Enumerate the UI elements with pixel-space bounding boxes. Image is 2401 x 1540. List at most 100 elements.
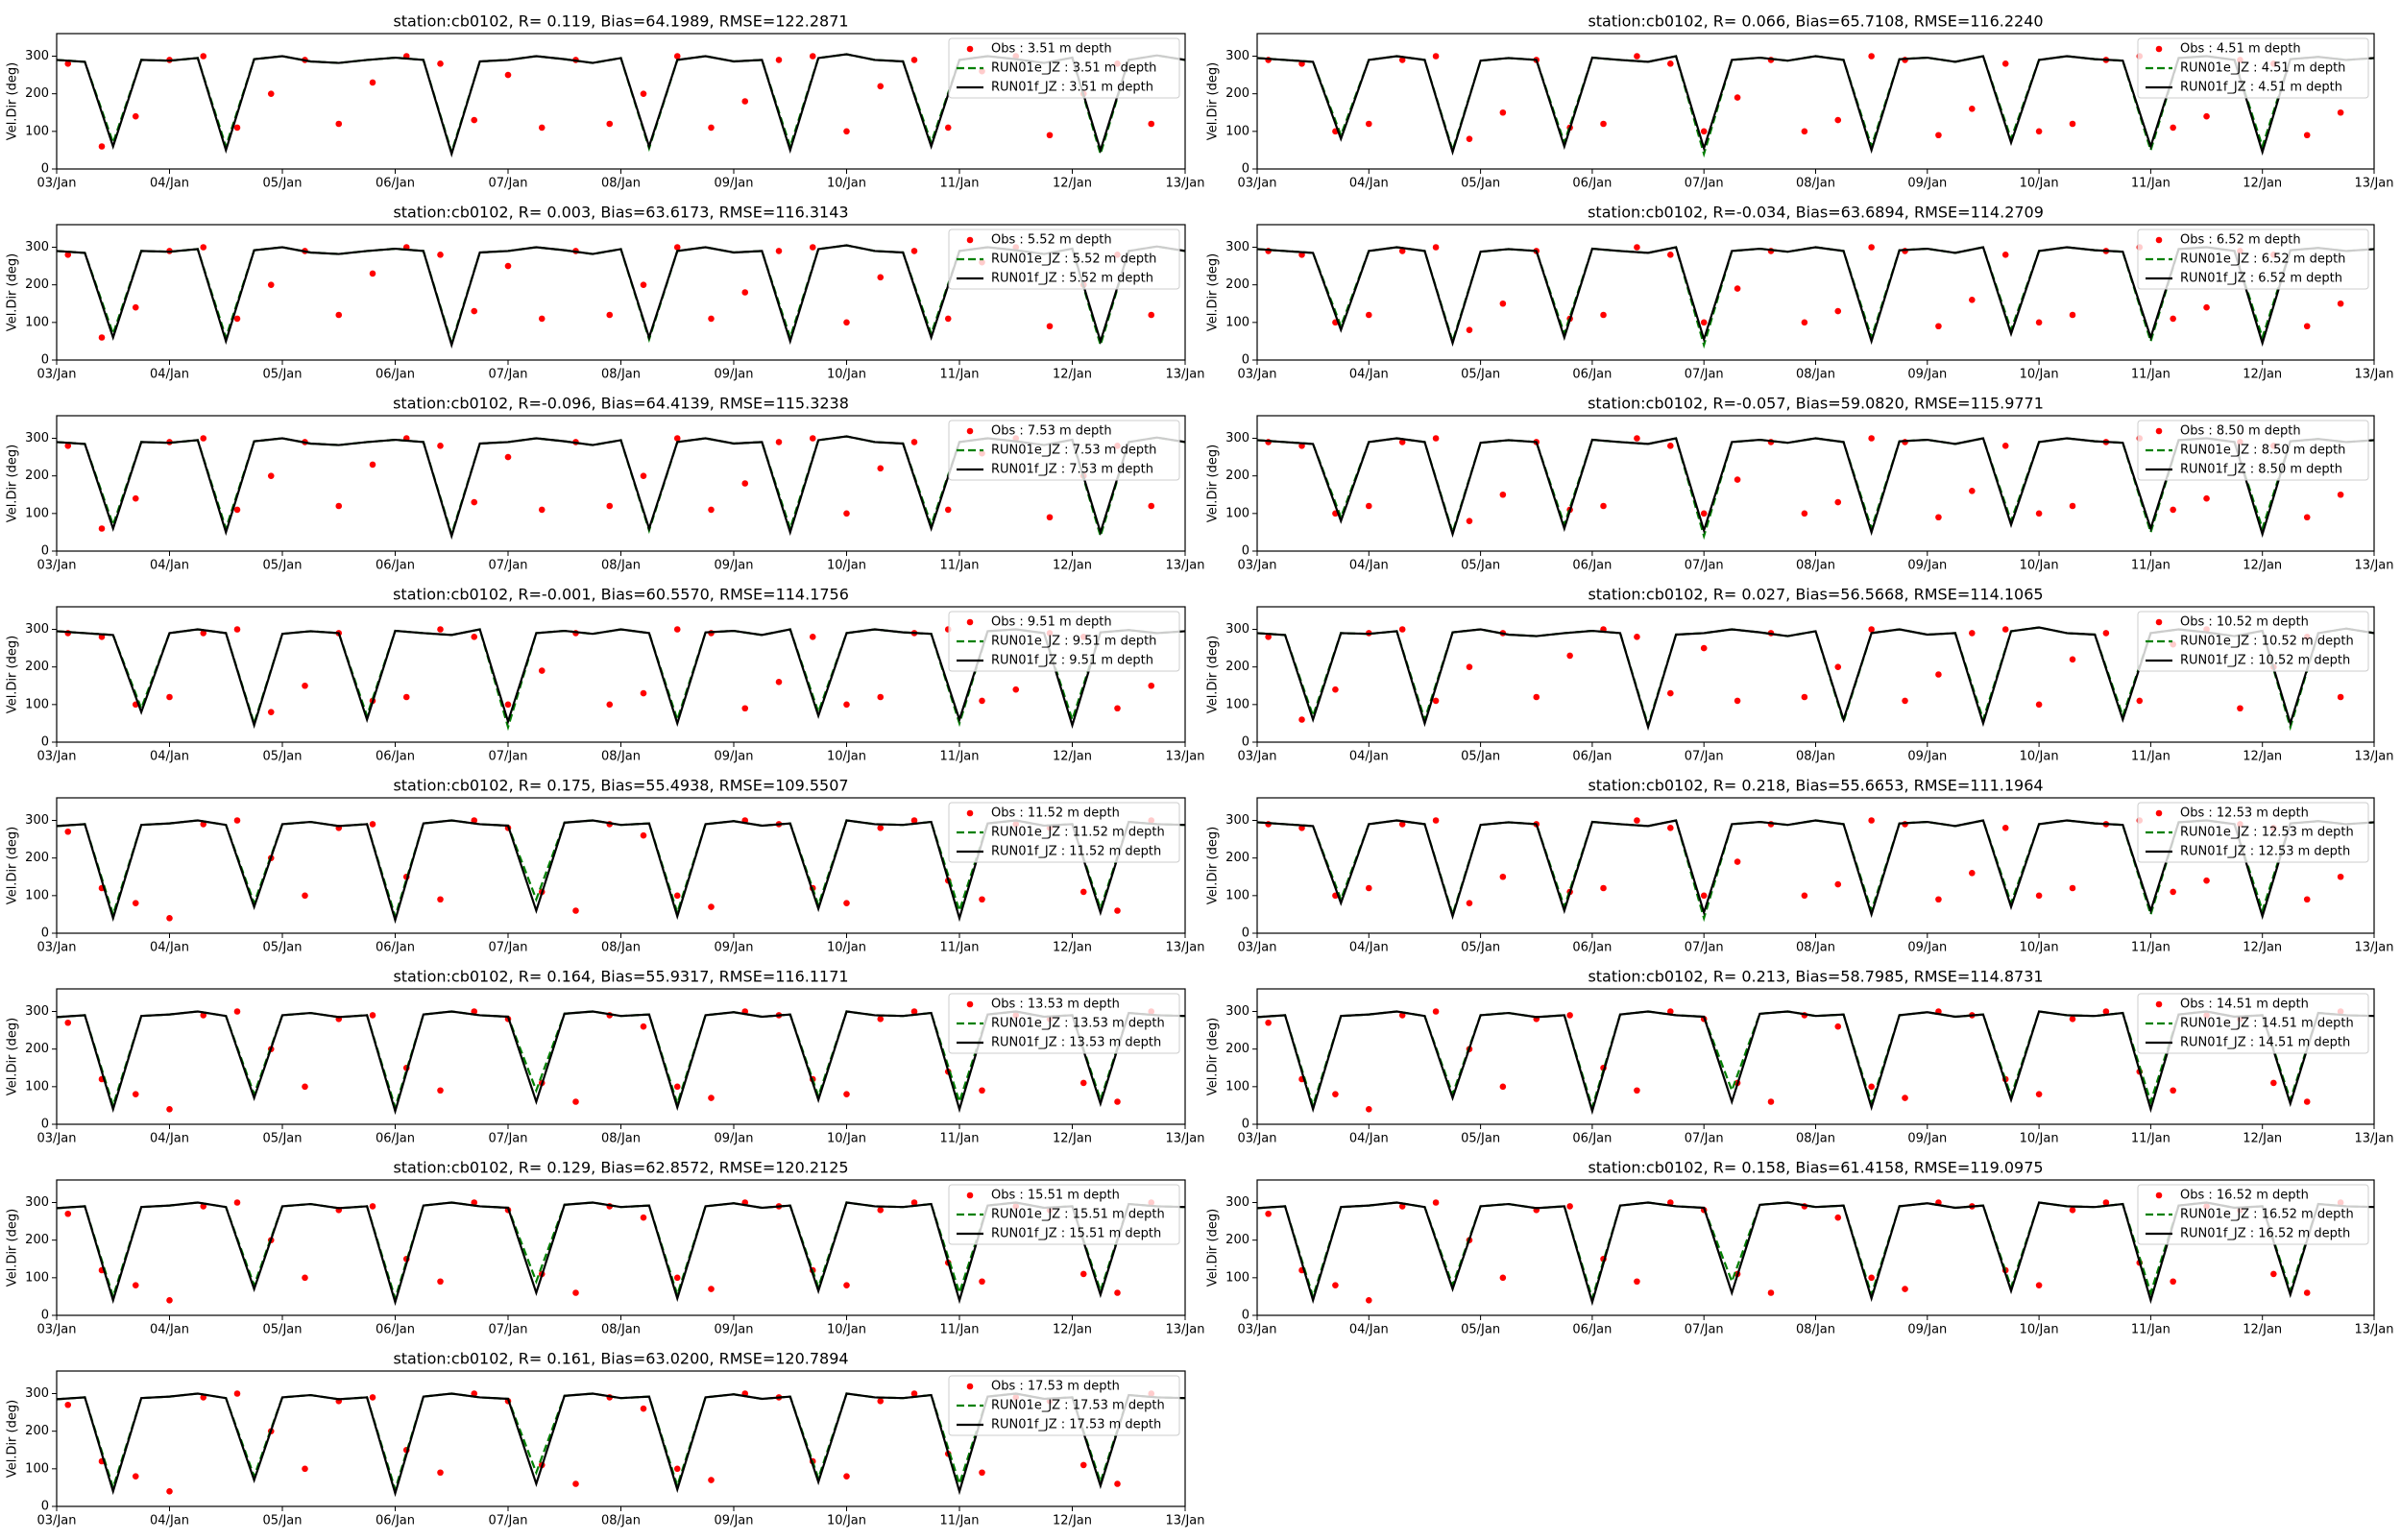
x-tick-label: 09/Jan xyxy=(715,1132,754,1146)
legend-label: RUN01f_JZ : 15.51 m depth xyxy=(991,1227,1161,1241)
legend-marker xyxy=(966,427,974,435)
obs-point xyxy=(302,1083,308,1091)
y-axis-label: Vel.Dir (deg) xyxy=(6,1018,20,1095)
obs-point xyxy=(1114,1480,1121,1487)
obs-point xyxy=(673,892,681,900)
obs-point xyxy=(809,244,816,251)
y-tick-label: 200 xyxy=(1225,660,1249,674)
obs-point xyxy=(335,311,343,319)
x-tick-label: 05/Jan xyxy=(1461,1132,1500,1146)
obs-point xyxy=(979,1469,985,1477)
x-tick-label: 08/Jan xyxy=(601,1132,641,1146)
chart-title: station:cb0102, R= 0.003, Bias=63.6173, … xyxy=(393,204,848,222)
legend-box xyxy=(2137,802,2369,863)
axes-frame xyxy=(1256,33,2375,170)
x-tick-label: 04/Jan xyxy=(150,1514,189,1528)
obs-point xyxy=(979,697,985,705)
obs-point xyxy=(166,1106,173,1113)
obs-point xyxy=(741,289,749,296)
x-tick-label: 11/Jan xyxy=(2131,941,2171,955)
x-tick-label: 06/Jan xyxy=(1572,559,1612,573)
x-tick-label: 13/Jan xyxy=(1166,1132,1205,1146)
legend-label: RUN01e_JZ : 17.53 m depth xyxy=(991,1399,1165,1413)
obs-point xyxy=(369,1012,376,1019)
legend-marker xyxy=(966,809,974,817)
x-tick-label: 11/Jan xyxy=(940,177,980,191)
obs-point xyxy=(302,892,308,900)
legend-label: RUN01f_JZ : 14.51 m depth xyxy=(2180,1036,2350,1050)
obs-point xyxy=(640,1405,647,1412)
x-tick-label: 09/Jan xyxy=(715,941,754,955)
legend-label: RUN01e_JZ : 15.51 m depth xyxy=(991,1208,1165,1222)
obs-point xyxy=(640,689,647,697)
obs-point xyxy=(572,1480,579,1487)
subplot: station:cb0102, R=-0.057, Bias=59.0820, … xyxy=(1206,395,2394,573)
axes-frame xyxy=(1256,797,2375,934)
x-tick-label: 12/Jan xyxy=(1053,750,1092,764)
obs-point xyxy=(471,307,478,315)
x-tick-label: 04/Jan xyxy=(150,177,189,191)
x-tick-label: 04/Jan xyxy=(150,941,189,955)
obs-point xyxy=(741,480,749,487)
x-tick-label: 03/Jan xyxy=(1238,750,1277,764)
y-tick-label: 300 xyxy=(25,49,49,63)
obs-point xyxy=(1634,435,1640,442)
obs-point xyxy=(1366,120,1372,128)
obs-point xyxy=(471,498,478,506)
obs-point xyxy=(1868,1274,1875,1282)
obs-point xyxy=(1466,326,1473,333)
y-tick-label: 300 xyxy=(1225,622,1249,637)
obs-point xyxy=(402,693,410,701)
obs-point xyxy=(877,693,885,701)
obs-point xyxy=(1969,106,1976,112)
x-tick-label: 13/Jan xyxy=(2355,1132,2394,1146)
obs-point xyxy=(233,124,241,132)
y-tick-label: 0 xyxy=(41,1118,49,1132)
x-tick-label: 09/Jan xyxy=(715,1514,754,1528)
obs-point xyxy=(1398,626,1406,633)
obs-point xyxy=(1499,300,1507,307)
x-tick-label: 12/Jan xyxy=(1053,559,1092,573)
legend-label: RUN01f_JZ : 3.51 m depth xyxy=(991,81,1153,95)
obs-point xyxy=(335,502,343,510)
obs-point xyxy=(64,1210,72,1217)
chart-title: station:cb0102, R=-0.001, Bias=60.5570, … xyxy=(393,586,849,604)
x-tick-label: 12/Jan xyxy=(2243,368,2282,382)
y-axis-label: Vel.Dir (deg) xyxy=(6,445,20,522)
y-tick-label: 0 xyxy=(41,1500,49,1514)
obs-point xyxy=(1868,244,1875,251)
x-tick-label: 04/Jan xyxy=(1349,941,1389,955)
obs-point xyxy=(2270,1270,2277,1278)
chart-title: station:cb0102, R= 0.175, Bias=55.4938, … xyxy=(393,777,848,795)
obs-point xyxy=(1700,319,1708,326)
obs-point xyxy=(1801,510,1808,517)
obs-point xyxy=(132,900,139,906)
x-tick-label: 06/Jan xyxy=(1572,1323,1612,1337)
legend-box xyxy=(948,802,1180,863)
chart-title: station:cb0102, R=-0.034, Bias=63.6894, … xyxy=(1588,204,2044,222)
obs-point xyxy=(1566,1012,1573,1019)
obs-point xyxy=(708,124,715,132)
obs-point xyxy=(1366,1106,1372,1113)
x-tick-label: 03/Jan xyxy=(37,1323,77,1337)
subplot: station:cb0102, R= 0.218, Bias=55.6653, … xyxy=(1206,777,2394,955)
obs-point xyxy=(2303,514,2311,521)
x-tick-label: 11/Jan xyxy=(2131,368,2171,382)
obs-point xyxy=(2337,300,2344,307)
x-tick-label: 05/Jan xyxy=(263,368,303,382)
obs-point xyxy=(1012,686,1020,693)
obs-point xyxy=(64,252,72,258)
obs-point xyxy=(775,57,783,63)
x-tick-label: 12/Jan xyxy=(1053,368,1092,382)
obs-point xyxy=(1466,517,1473,524)
obs-point xyxy=(1398,821,1406,828)
obs-point xyxy=(775,248,783,254)
x-tick-label: 12/Jan xyxy=(2243,559,2282,573)
obs-point xyxy=(572,1098,579,1105)
obs-point xyxy=(910,248,918,254)
legend-box xyxy=(948,1184,1180,1245)
obs-point xyxy=(673,1083,681,1091)
obs-point xyxy=(1298,716,1305,723)
axes-frame xyxy=(1256,1179,2375,1316)
legend-box xyxy=(2137,229,2369,290)
